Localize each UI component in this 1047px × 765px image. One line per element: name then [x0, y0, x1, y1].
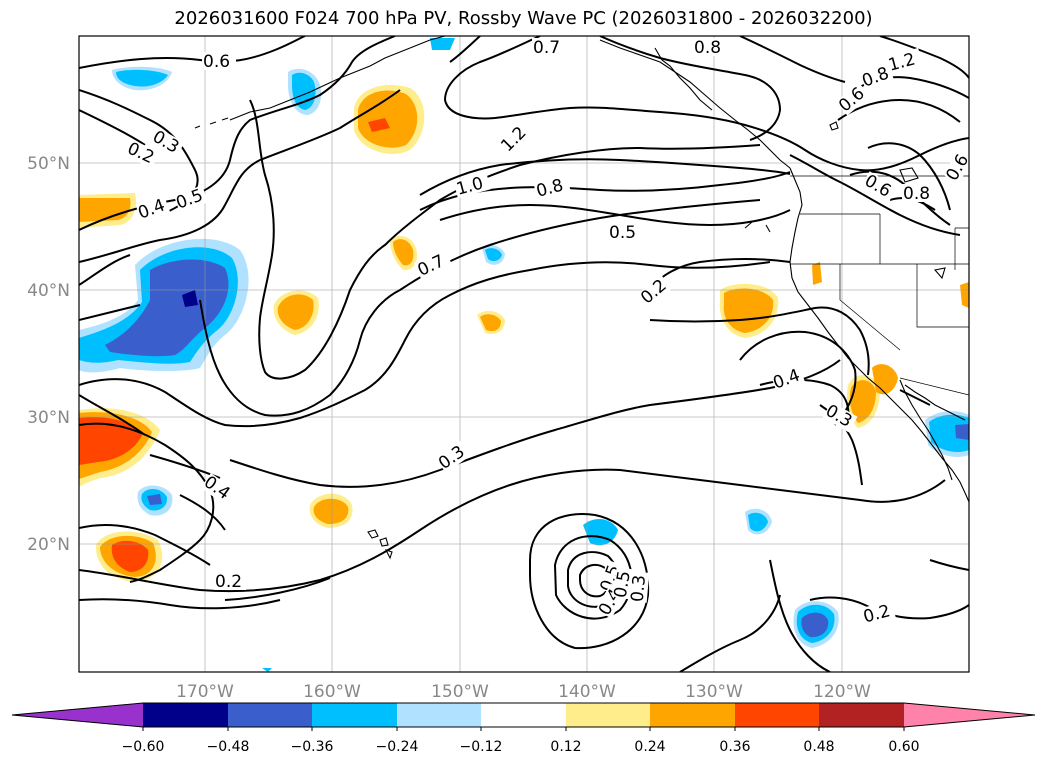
contour-label: 0.7	[533, 38, 560, 58]
shaded-anomalies	[79, 38, 969, 672]
colorbar: −0.60 −0.48 −0.36 −0.24 −0.12 0.12 0.24 …	[11, 702, 1036, 755]
lon-label: 130°W	[685, 682, 743, 702]
colorbar-tick: −0.24	[376, 739, 419, 755]
colorbar-swatch	[819, 703, 904, 727]
contour-label: 0.8	[694, 38, 721, 58]
colorbar-swatch	[312, 703, 397, 727]
lon-label: 150°W	[431, 682, 489, 702]
contour-label: 0.5	[609, 223, 636, 243]
lon-label: 170°W	[176, 682, 234, 702]
colorbar-tick: −0.12	[460, 739, 503, 755]
contour-label: 0.3	[628, 574, 650, 603]
latitude-labels: 50°N 40°N 30°N 20°N	[27, 154, 70, 555]
pv-contours	[79, 36, 969, 672]
colorbar-tick: 0.36	[719, 739, 750, 755]
contour-label: 0.8	[903, 184, 930, 204]
contour-label: 0.6	[203, 52, 230, 72]
colorbar-swatch	[228, 703, 312, 727]
colorbar-swatch	[143, 703, 228, 727]
lon-label: 120°W	[813, 682, 871, 702]
contour-label: 0.2	[215, 572, 242, 592]
colorbar-swatch	[904, 703, 1035, 727]
colorbar-swatch	[650, 703, 735, 727]
lon-label: 160°W	[303, 682, 361, 702]
lat-label: 50°N	[27, 154, 70, 174]
colorbar-swatch	[566, 703, 650, 727]
colorbar-swatch	[735, 703, 819, 727]
colorbar-tick: −0.36	[291, 739, 334, 755]
lon-label: 140°W	[558, 682, 616, 702]
colorbar-tick: −0.60	[122, 739, 165, 755]
lat-label: 40°N	[27, 281, 70, 301]
lat-label: 20°N	[27, 535, 70, 555]
longitude-labels: 170°W 160°W 150°W 140°W 130°W 120°W	[176, 682, 871, 702]
colorbar-tick: 0.12	[550, 739, 581, 755]
map-frame	[78, 35, 970, 673]
colorbar-tick: 0.60	[888, 739, 919, 755]
map-area	[79, 36, 969, 672]
colorbar-swatch	[12, 703, 143, 727]
colorbar-swatch	[481, 703, 566, 727]
colorbar-swatch	[397, 703, 481, 727]
map-title: 2026031600 F024 700 hPa PV, Rossby Wave …	[174, 8, 873, 29]
lat-label: 30°N	[27, 408, 70, 428]
colorbar-tick: −0.48	[207, 739, 250, 755]
colorbar-tick: 0.48	[803, 739, 834, 755]
colorbar-tick: 0.24	[634, 739, 665, 755]
